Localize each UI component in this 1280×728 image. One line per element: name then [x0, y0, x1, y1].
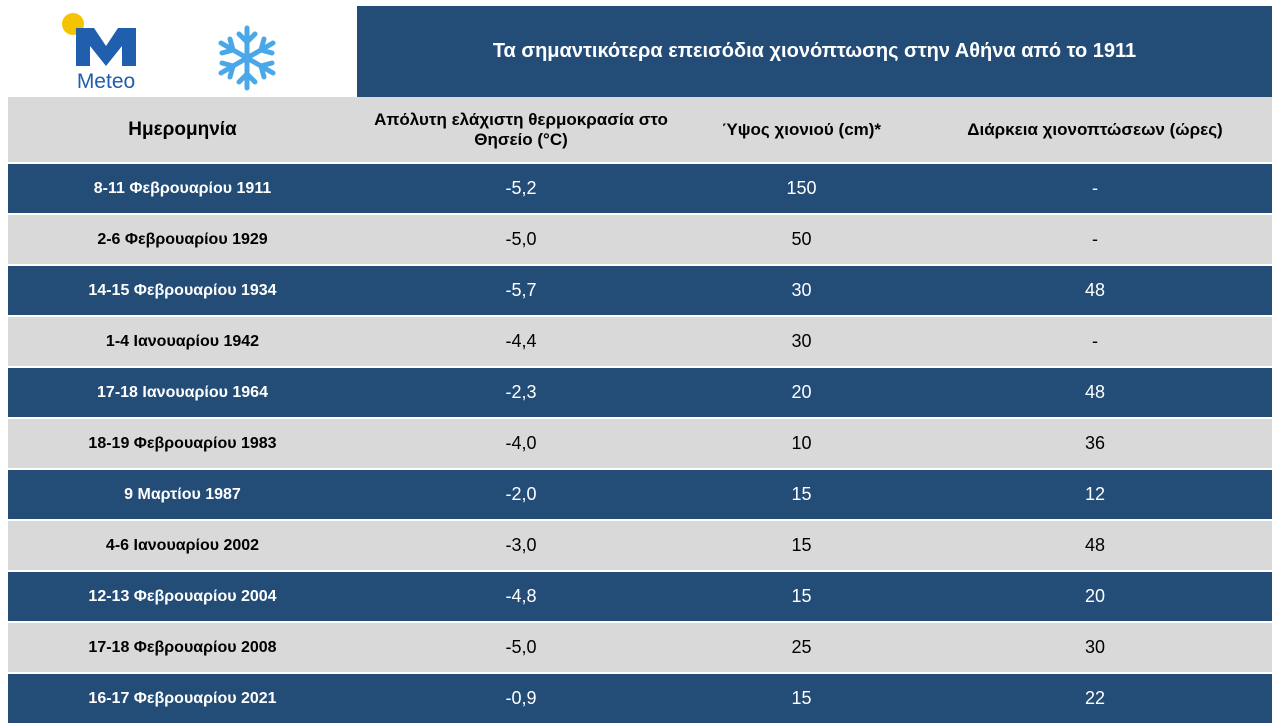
table-cell: 8-11 Φεβρουαρίου 1911	[93, 179, 272, 197]
logo: Meteo	[8, 6, 357, 97]
table-row: 1-4 Ιανουαρίου 1942 -4,4 30 -	[8, 315, 1272, 366]
table-row: 2-6 Φεβρουαρίου 1929 -5,0 50 -	[8, 213, 1272, 264]
table-cell: 20	[1084, 586, 1106, 606]
table-cell: -4,4	[505, 331, 537, 351]
column-header: Απόλυτη ελάχιστη θερμοκρασία στο Θησείο …	[374, 109, 668, 149]
table-cell: 2-6 Φεβρουαρίου 1929	[97, 230, 268, 248]
table-cell: 50	[791, 229, 812, 249]
table-cell: 17-18 Φεβρουαρίου 2008	[88, 638, 277, 656]
header-row: Ημερομηνία Απόλυτη ελάχιστη θερμοκρασία σ…	[8, 97, 1272, 162]
table-cell: 48	[1084, 382, 1106, 402]
table-cell: 36	[1084, 433, 1106, 453]
table-cell: 30	[1084, 637, 1106, 657]
table-cell: -4,0	[505, 433, 537, 453]
table-cell: 10	[791, 433, 812, 453]
table-cell: 1-4 Ιανουαρίου 1942	[105, 332, 260, 350]
table-cell: -5,0	[505, 637, 537, 657]
table-cell: -	[1092, 229, 1098, 249]
logo-graphic: Meteo	[62, 13, 276, 93]
table-cell: 15	[791, 586, 812, 606]
table-row: 16-17 Φεβρουαρίου 2021 -0,9 15 22	[8, 672, 1272, 723]
table-cell: -3,0	[505, 535, 537, 555]
table-cell: 25	[791, 637, 812, 657]
table-cell: 16-17 Φεβρουαρίου 2021	[88, 689, 277, 707]
table-cell: 4-6 Ιανουαρίου 2002	[105, 536, 260, 554]
table-row: 17-18 Φεβρουαρίου 2008 -5,0 25 30	[8, 621, 1272, 672]
table-cell: 15	[791, 484, 812, 504]
table-cell: -2,3	[505, 382, 537, 402]
table-cell: 18-19 Φεβρουαρίου 1983	[88, 434, 277, 452]
table-cell: 30	[791, 280, 812, 300]
table-cell: 48	[1084, 535, 1106, 555]
snowflake	[218, 25, 276, 91]
table-cell: 15	[791, 688, 812, 708]
table-cell: -2,0	[505, 484, 537, 504]
table-cell: 12-13 Φεβρουαρίου 2004	[88, 587, 277, 605]
title-bar: Τα σημαντικότερα επεισόδια χιονόπτωσης σ…	[357, 6, 1272, 97]
logo-text: Meteo	[77, 70, 135, 93]
table-cell: 15	[791, 535, 812, 555]
column-header: Ημερομηνία	[128, 118, 237, 140]
table-cell: 14-15 Φεβρουαρίου 1934	[88, 281, 277, 299]
logo-m	[76, 28, 136, 66]
table-cell: 150	[786, 178, 817, 198]
title: Τα σημαντικότερα επεισόδια χιονόπτωσης σ…	[492, 40, 1137, 62]
table-row: 14-15 Φεβρουαρίου 1934 -5,7 30 48	[8, 264, 1272, 315]
table-row: 8-11 Φεβρουαρίου 1911 -5,2 150 -	[8, 162, 1272, 213]
table-row: 18-19 Φεβρουαρίου 1983 -4,0 10 36	[8, 417, 1272, 468]
table-cell: 12	[1084, 484, 1106, 504]
table-cell: 48	[1084, 280, 1106, 300]
table-row: 9 Μαρτίου 1987 -2,0 15 12	[8, 468, 1272, 519]
table-cell: -5,2	[505, 178, 537, 198]
table-cell: 20	[791, 382, 812, 402]
table-cell: 17-18 Ιανουαρίου 1964	[97, 383, 268, 401]
table-cell: -	[1092, 178, 1098, 198]
table-row: 4-6 Ιανουαρίου 2002 -3,0 15 48	[8, 519, 1272, 570]
table-cell: 22	[1084, 688, 1106, 708]
table-cell: 30	[791, 331, 812, 351]
table-cell: -	[1092, 331, 1098, 351]
table-cell: 9 Μαρτίου 1987	[124, 485, 241, 503]
table-row: 17-18 Ιανουαρίου 1964 -2,3 20 48	[8, 366, 1272, 417]
column-header: Ύψος χιονιού (cm)*	[721, 119, 882, 139]
table-cell: -4,8	[505, 586, 537, 606]
table-cell: -5,7	[505, 280, 537, 300]
table-cell: -5,0	[505, 229, 537, 249]
table-cell: -0,9	[505, 688, 537, 708]
column-header: Διάρκεια χιονοπτώσεων (ώρες)	[967, 119, 1223, 139]
table: Ημερομηνία Απόλυτη ελάχιστη θερμοκρασία σ…	[8, 97, 1272, 723]
table-row: 12-13 Φεβρουαρίου 2004 -4,8 15 20	[8, 570, 1272, 621]
